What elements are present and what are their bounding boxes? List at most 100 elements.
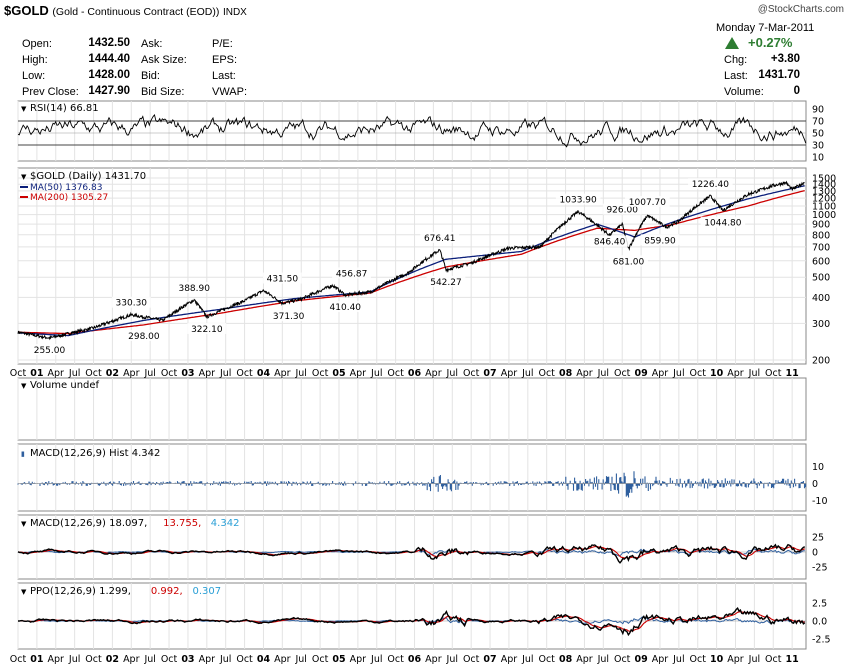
x-tick-label: Apr <box>652 654 669 665</box>
price-annotation: 1226.40 <box>692 180 729 190</box>
quote-value: 1432.50 <box>88 37 130 49</box>
x-tick-label: 02 <box>106 368 119 379</box>
macd-hist-title: MACD(12,26,9) Hist 4.342 <box>30 448 160 459</box>
y-tick-label: 2.5 <box>812 599 827 610</box>
price-annotations: 255.00 330.30 298.00 388.90 322.10 431.50 371.… <box>30 178 746 356</box>
x-tick-label: Jul <box>294 368 306 379</box>
x-tick-label: Apr <box>199 368 216 379</box>
x-tick-label: Apr <box>123 368 140 379</box>
x-tick-label: Apr <box>199 654 216 665</box>
exchange: INDX <box>222 7 247 18</box>
x-tick-label: 01 <box>30 654 43 665</box>
x-tick-label: 02 <box>106 654 119 665</box>
x-tick-label: Oct <box>614 368 631 379</box>
quote-label: Bid: <box>141 70 160 82</box>
quote-label: VWAP: <box>212 86 248 98</box>
y-tick-label: 500 <box>812 273 830 284</box>
y-tick-label: 1100 <box>812 202 836 213</box>
quote-label: Chg: <box>724 54 748 66</box>
x-tick-label: Jul <box>143 654 155 665</box>
quote-value: 1444.40 <box>88 53 130 65</box>
x-tick-label: Apr <box>274 368 291 379</box>
annotation-bg <box>700 216 746 228</box>
legend-marker: ▼ <box>21 173 27 181</box>
x-tick-label: Oct <box>10 368 27 379</box>
ppo-title-part: PPO(12,26,9) 1.299, <box>30 586 131 597</box>
quote-value: 0 <box>793 85 800 97</box>
annotation-bg <box>174 281 214 293</box>
quote-label: EPS: <box>212 54 238 66</box>
quote-value: +3.80 <box>770 53 800 65</box>
x-tick-label: 10 <box>710 654 724 665</box>
x-tick-label: Apr <box>48 368 65 379</box>
annotation-bg <box>602 203 642 215</box>
x-tick-label: Oct <box>538 368 555 379</box>
x-tick-label: 11 <box>786 654 799 665</box>
annotation-bg <box>111 296 151 308</box>
quote-label: Volume: <box>724 86 764 98</box>
x-tick-label: Jul <box>370 368 382 379</box>
x-tick-label: Apr <box>123 654 140 665</box>
panel-frame <box>17 582 807 650</box>
y-tick-label: 0.0 <box>812 617 827 628</box>
x-tick-label: Jul <box>68 368 80 379</box>
x-tick-label: Jul <box>446 368 458 379</box>
x-tick-label: 11 <box>786 368 799 379</box>
macd-title-part: MACD(12,26,9) 18.097, <box>30 518 147 529</box>
y-tick-label: 1200 <box>812 194 836 205</box>
annotation-bg <box>187 322 227 334</box>
price-annotation: 1044.80 <box>704 219 741 229</box>
price-annotation: 330.30 <box>116 299 148 309</box>
y-tick-label: 700 <box>812 242 830 253</box>
panel-frame <box>17 377 807 441</box>
y-tick-label: 800 <box>812 230 830 241</box>
x-tick-label: 01 <box>30 368 43 379</box>
quote-label: Last: <box>212 70 236 82</box>
annotation-bg <box>688 178 733 190</box>
y-tick-label: 900 <box>812 220 830 231</box>
x-tick-label: 09 <box>634 654 647 665</box>
x-tick-label: 03 <box>181 368 194 379</box>
price-annotation: 298.00 <box>128 332 160 342</box>
price-annotation: 1033.90 <box>560 196 597 206</box>
x-tick-label: Oct <box>387 654 404 665</box>
legend-ma200: MA(200) 1305.27 <box>30 193 108 203</box>
x-tick-label: Oct <box>690 654 707 665</box>
x-tick-label: 07 <box>483 368 496 379</box>
price-annotation: 846.40 <box>594 238 626 248</box>
annotation-bg <box>269 310 309 322</box>
annotation-bg <box>325 301 365 313</box>
quote-label: Low: <box>22 70 46 82</box>
price-annotation: 859.90 <box>644 236 676 246</box>
y-tick-label: 70 <box>812 117 824 128</box>
price-annotation: 456.87 <box>336 269 368 279</box>
y-tick-label: 1500 <box>812 174 836 185</box>
ppo-title-part: 0.307 <box>193 586 222 597</box>
x-tick-label: Jul <box>68 654 80 665</box>
x-tick-label: 09 <box>634 368 647 379</box>
price-title: $GOLD (Daily) 1431.70 <box>30 171 146 182</box>
legend-ma50: MA(50) 1376.83 <box>30 183 102 193</box>
x-tick-label: Oct <box>463 654 480 665</box>
quote-date: Monday 7-Mar-2011 <box>716 22 815 34</box>
price-annotation: 676.41 <box>424 234 456 244</box>
x-tick-label: Oct <box>312 654 329 665</box>
x-tick-label: Oct <box>85 368 102 379</box>
rsi-title: RSI(14) 66.81 <box>30 103 99 114</box>
y-tick-label: 1300 <box>812 186 836 197</box>
y-tick-label: -2.5 <box>812 634 831 645</box>
x-tick-label: Oct <box>10 654 27 665</box>
x-tick-label: 04 <box>257 654 271 665</box>
x-tick-label: Oct <box>236 654 253 665</box>
up-arrow-icon <box>724 36 740 50</box>
x-tick-label: 05 <box>332 368 345 379</box>
x-tick-label: Jul <box>748 654 760 665</box>
x-tick-label: Apr <box>727 654 744 665</box>
legend-marker: ▼ <box>21 105 27 113</box>
symbol: $GOLD <box>4 3 49 18</box>
x-tick-label: Oct <box>765 368 782 379</box>
x-tick-label: Jul <box>219 654 231 665</box>
y-tick-label: 30 <box>812 141 824 152</box>
y-tick-label: 1400 <box>812 180 836 191</box>
